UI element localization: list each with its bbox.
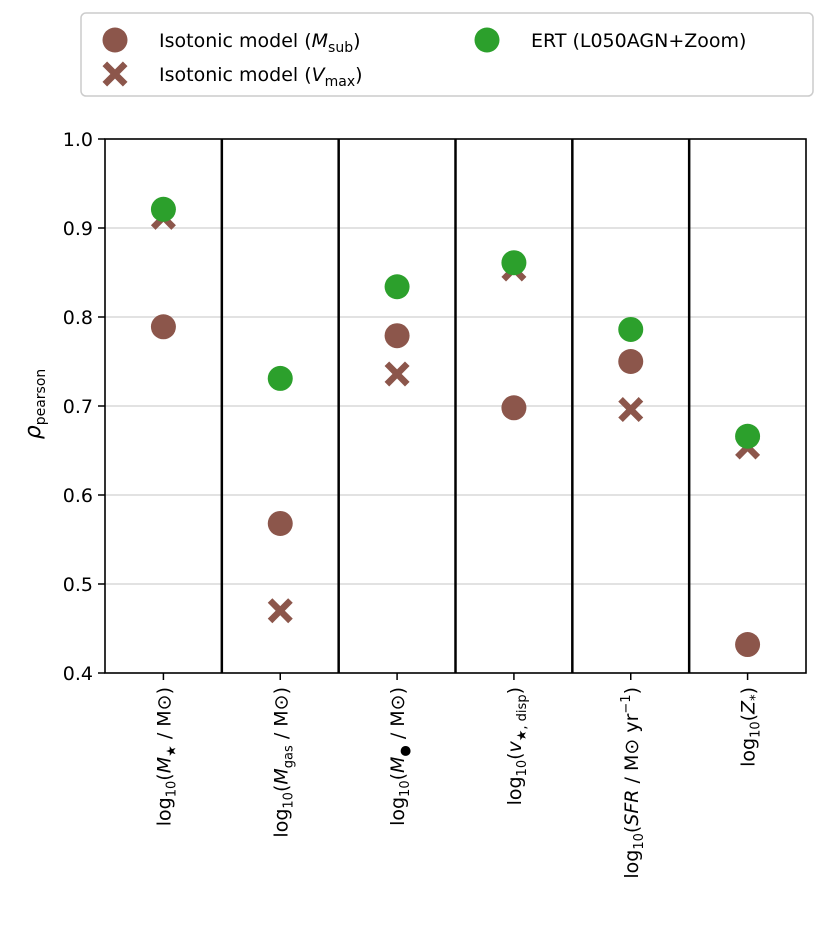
legend-entry: Isotonic model (Vmax) <box>102 61 363 90</box>
series-0 <box>150 314 761 658</box>
legend-entry: ERT (L050AGN+Zoom) <box>474 27 746 53</box>
x-tick-label: log10(v★, disp) <box>504 687 530 805</box>
y-ticks: 0.4 0.5 0.6 0.7 0.8 0.9 1.0 <box>63 129 105 685</box>
point-circle <box>735 423 761 449</box>
point-circle <box>384 274 410 300</box>
legend-frame <box>80 12 814 97</box>
x-tick-labels: log10(M★ / M⊙) log10(Mgas / M⊙) log10(M● /… <box>153 673 764 879</box>
x-tick-label: log10(M● / M⊙) <box>387 687 413 826</box>
point-circle <box>618 316 644 342</box>
point-circle <box>150 196 176 222</box>
data-points <box>150 196 761 658</box>
legend-marker-circle <box>102 27 128 53</box>
y-tick-label: 0.4 <box>63 663 93 685</box>
legend: Isotonic model (Msub) Isotonic model (Vma… <box>80 12 814 97</box>
y-tick-label: 0.5 <box>63 574 93 596</box>
point-circle <box>384 323 410 349</box>
series-2 <box>150 196 761 449</box>
point-cross <box>384 361 410 387</box>
x-tick-label: log10(SFR / M⊙ yr−1) <box>619 687 647 879</box>
y-axis-label-text: ρpearson <box>21 369 49 440</box>
legend-label: Isotonic model (Msub) <box>159 30 361 56</box>
point-cross <box>267 598 293 624</box>
y-tick-label: 0.6 <box>63 485 93 507</box>
y-tick-label: 0.8 <box>63 307 93 329</box>
point-circle <box>618 349 644 374</box>
x-tick-label: log10(Mgas / M⊙) <box>270 687 296 838</box>
point-circle <box>267 510 293 536</box>
y-tick-label: 0.7 <box>63 396 93 418</box>
y-axis-label: ρpearson <box>21 369 49 440</box>
point-circle <box>267 365 293 391</box>
point-circle <box>735 632 761 658</box>
x-tick-label: log10(M★ / M⊙) <box>153 687 179 826</box>
legend-entry: Isotonic model (Msub) <box>102 27 361 56</box>
legend-label: Isotonic model (Vmax) <box>159 64 363 90</box>
point-circle <box>150 314 176 340</box>
y-tick-label: 1.0 <box>63 129 93 151</box>
category-separators <box>220 139 691 673</box>
x-tick-label: log10(Z*) <box>738 687 764 767</box>
point-circle <box>501 395 527 421</box>
point-circle <box>501 250 527 276</box>
legend-marker-cross <box>102 61 128 87</box>
point-cross <box>618 397 644 423</box>
legend-label: ERT (L050AGN+Zoom) <box>531 30 746 52</box>
legend-marker-circle <box>474 27 500 53</box>
y-tick-label: 0.9 <box>63 218 93 240</box>
